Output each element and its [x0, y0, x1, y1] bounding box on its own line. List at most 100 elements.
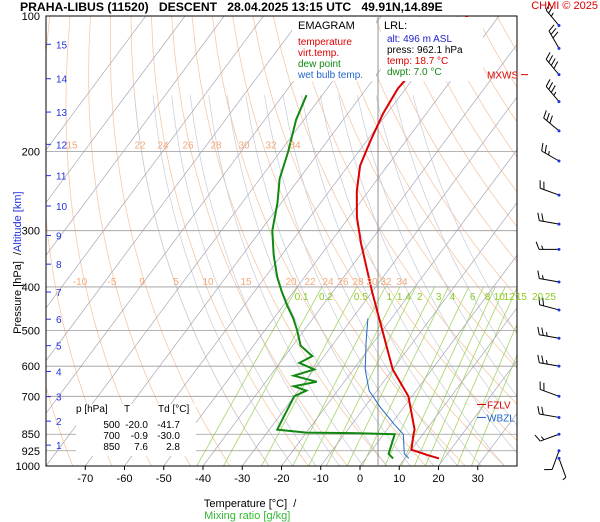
wind-barb-feather	[538, 327, 539, 335]
wind-barb-feather	[538, 406, 539, 414]
altitude-tick-label: 7	[56, 288, 62, 299]
altitude-tick-label: 14	[56, 75, 68, 86]
wind-barb-feather	[542, 246, 543, 250]
wind-barb-feather	[536, 242, 539, 249]
dry-adiabat	[110, 16, 230, 466]
wind-barb-feather	[554, 92, 556, 95]
lrl-line: alt: 496 m ASL	[387, 34, 452, 45]
wind-barb-staff	[542, 151, 559, 161]
theta-label: -5	[108, 277, 117, 288]
isotherm	[321, 16, 600, 466]
x-tick-label: -30	[234, 473, 250, 485]
mixing-ratio-label: 1	[387, 292, 393, 303]
wind-barb-dot	[558, 129, 561, 132]
theta-label: 9	[139, 277, 145, 288]
y-tick-label: 500	[22, 326, 40, 338]
altitude-tick-label: 15	[56, 40, 68, 51]
plot-frame	[46, 16, 517, 466]
wind-barb	[558, 457, 566, 480]
theta-label: 15	[240, 277, 252, 288]
wind-barb-feather	[551, 85, 555, 92]
altitude-tick-label: 8	[56, 260, 62, 271]
altitude-tick-label: 2	[56, 417, 62, 428]
y-tick-label: 700	[22, 391, 40, 403]
y-tick-label: 600	[22, 361, 40, 373]
wind-barb-feather	[549, 82, 553, 89]
mixing-ratio-label: 1.4	[397, 292, 411, 303]
mixing-ratio-label: 0.1	[295, 292, 309, 303]
wind-barb	[546, 79, 560, 103]
legend-item: temperature	[298, 37, 352, 48]
y-axis-title: Pressure [hPa] /Altitude [km]	[0, 200, 24, 340]
wind-barb-feather	[563, 477, 566, 480]
wind-barb-staff	[546, 86, 559, 101]
table-header-cell: T	[124, 404, 130, 415]
theta-label: 30	[366, 277, 378, 288]
dry-adiabat	[476, 16, 600, 466]
lrl-line: temp: 18.7 °C	[387, 56, 448, 67]
theta-label: 26	[337, 277, 349, 288]
mixing-ratio-label: 0.5	[354, 292, 368, 303]
wind-barb-staff	[546, 59, 559, 74]
wind-barb-feather	[542, 143, 543, 151]
wind-barb-dot	[558, 365, 561, 368]
mixing-ratio-line	[197, 287, 298, 466]
table-cell: -41.7	[146, 420, 180, 431]
x-axis-label-mixing: Mixing ratio [g/kg]	[204, 510, 290, 522]
wind-barb	[538, 213, 561, 226]
dry-adiabat	[395, 16, 600, 466]
wind-barb-dot	[558, 24, 561, 27]
altitude-tick-label: 6	[56, 315, 62, 326]
y-tick-label: 1000	[16, 461, 40, 473]
theta-label: -10	[73, 277, 88, 288]
wind-barb-staff	[549, 31, 559, 48]
credit-label: CHMI © 2025	[531, 0, 598, 12]
wind-barb-feather	[551, 58, 555, 65]
mixing-ratio-label: 3	[436, 292, 442, 303]
wind-barb-feather	[538, 355, 539, 363]
wind-barb	[540, 381, 560, 397]
x-tick-label: -10	[313, 473, 329, 485]
wind-barb	[546, 52, 560, 76]
wind-barb-feather	[554, 62, 558, 69]
x-tick-label: -50	[156, 473, 172, 485]
wind-barb-feather	[546, 52, 550, 59]
wind-barb-feather	[542, 407, 543, 415]
wind-barb-feather	[542, 213, 543, 221]
dry-adiabat	[89, 16, 191, 466]
mixing-ratio-label: 15	[516, 292, 528, 303]
dry-adiabat	[42, 16, 112, 466]
wind-barb-staff	[559, 458, 566, 477]
wind-barbs	[535, 3, 566, 480]
dry-adiabat	[436, 16, 600, 466]
table-header-cell: Td [°C]	[158, 404, 189, 415]
wind-barb-staff	[539, 363, 559, 366]
wind-barb	[535, 433, 561, 441]
dry-adiabat	[517, 16, 600, 466]
wind-barb-feather	[549, 55, 553, 62]
wind-barb-staff	[539, 221, 559, 224]
wind-barb-dot	[558, 223, 561, 226]
legend-item: wet bulb temp.	[298, 70, 363, 81]
wind-barb-feather	[544, 110, 547, 118]
wind-barb	[538, 355, 561, 368]
wind-barb-feather	[553, 32, 558, 38]
altitude-tick-label: 5	[56, 342, 62, 353]
wind-barb-dot	[558, 100, 561, 103]
wind-barb-feather	[542, 328, 543, 336]
dry-adiabat	[233, 16, 466, 466]
y-tick-label: 925	[22, 446, 40, 458]
wind-barb-dot	[558, 280, 561, 283]
annotation-wbzl: WBZL	[487, 413, 515, 424]
lrl-title: LRL:	[384, 20, 407, 32]
x-tick-label: -20	[274, 473, 290, 485]
x-tick-label: -60	[117, 473, 133, 485]
theta-label: 34	[396, 277, 408, 288]
wind-barb-dot	[558, 159, 561, 162]
y-tick-label: 850	[22, 429, 40, 441]
isotherm	[360, 16, 600, 466]
mixing-ratio-label: 2	[417, 292, 423, 303]
wind-barb-dot	[558, 248, 561, 251]
wind-barb-feather	[549, 151, 550, 155]
